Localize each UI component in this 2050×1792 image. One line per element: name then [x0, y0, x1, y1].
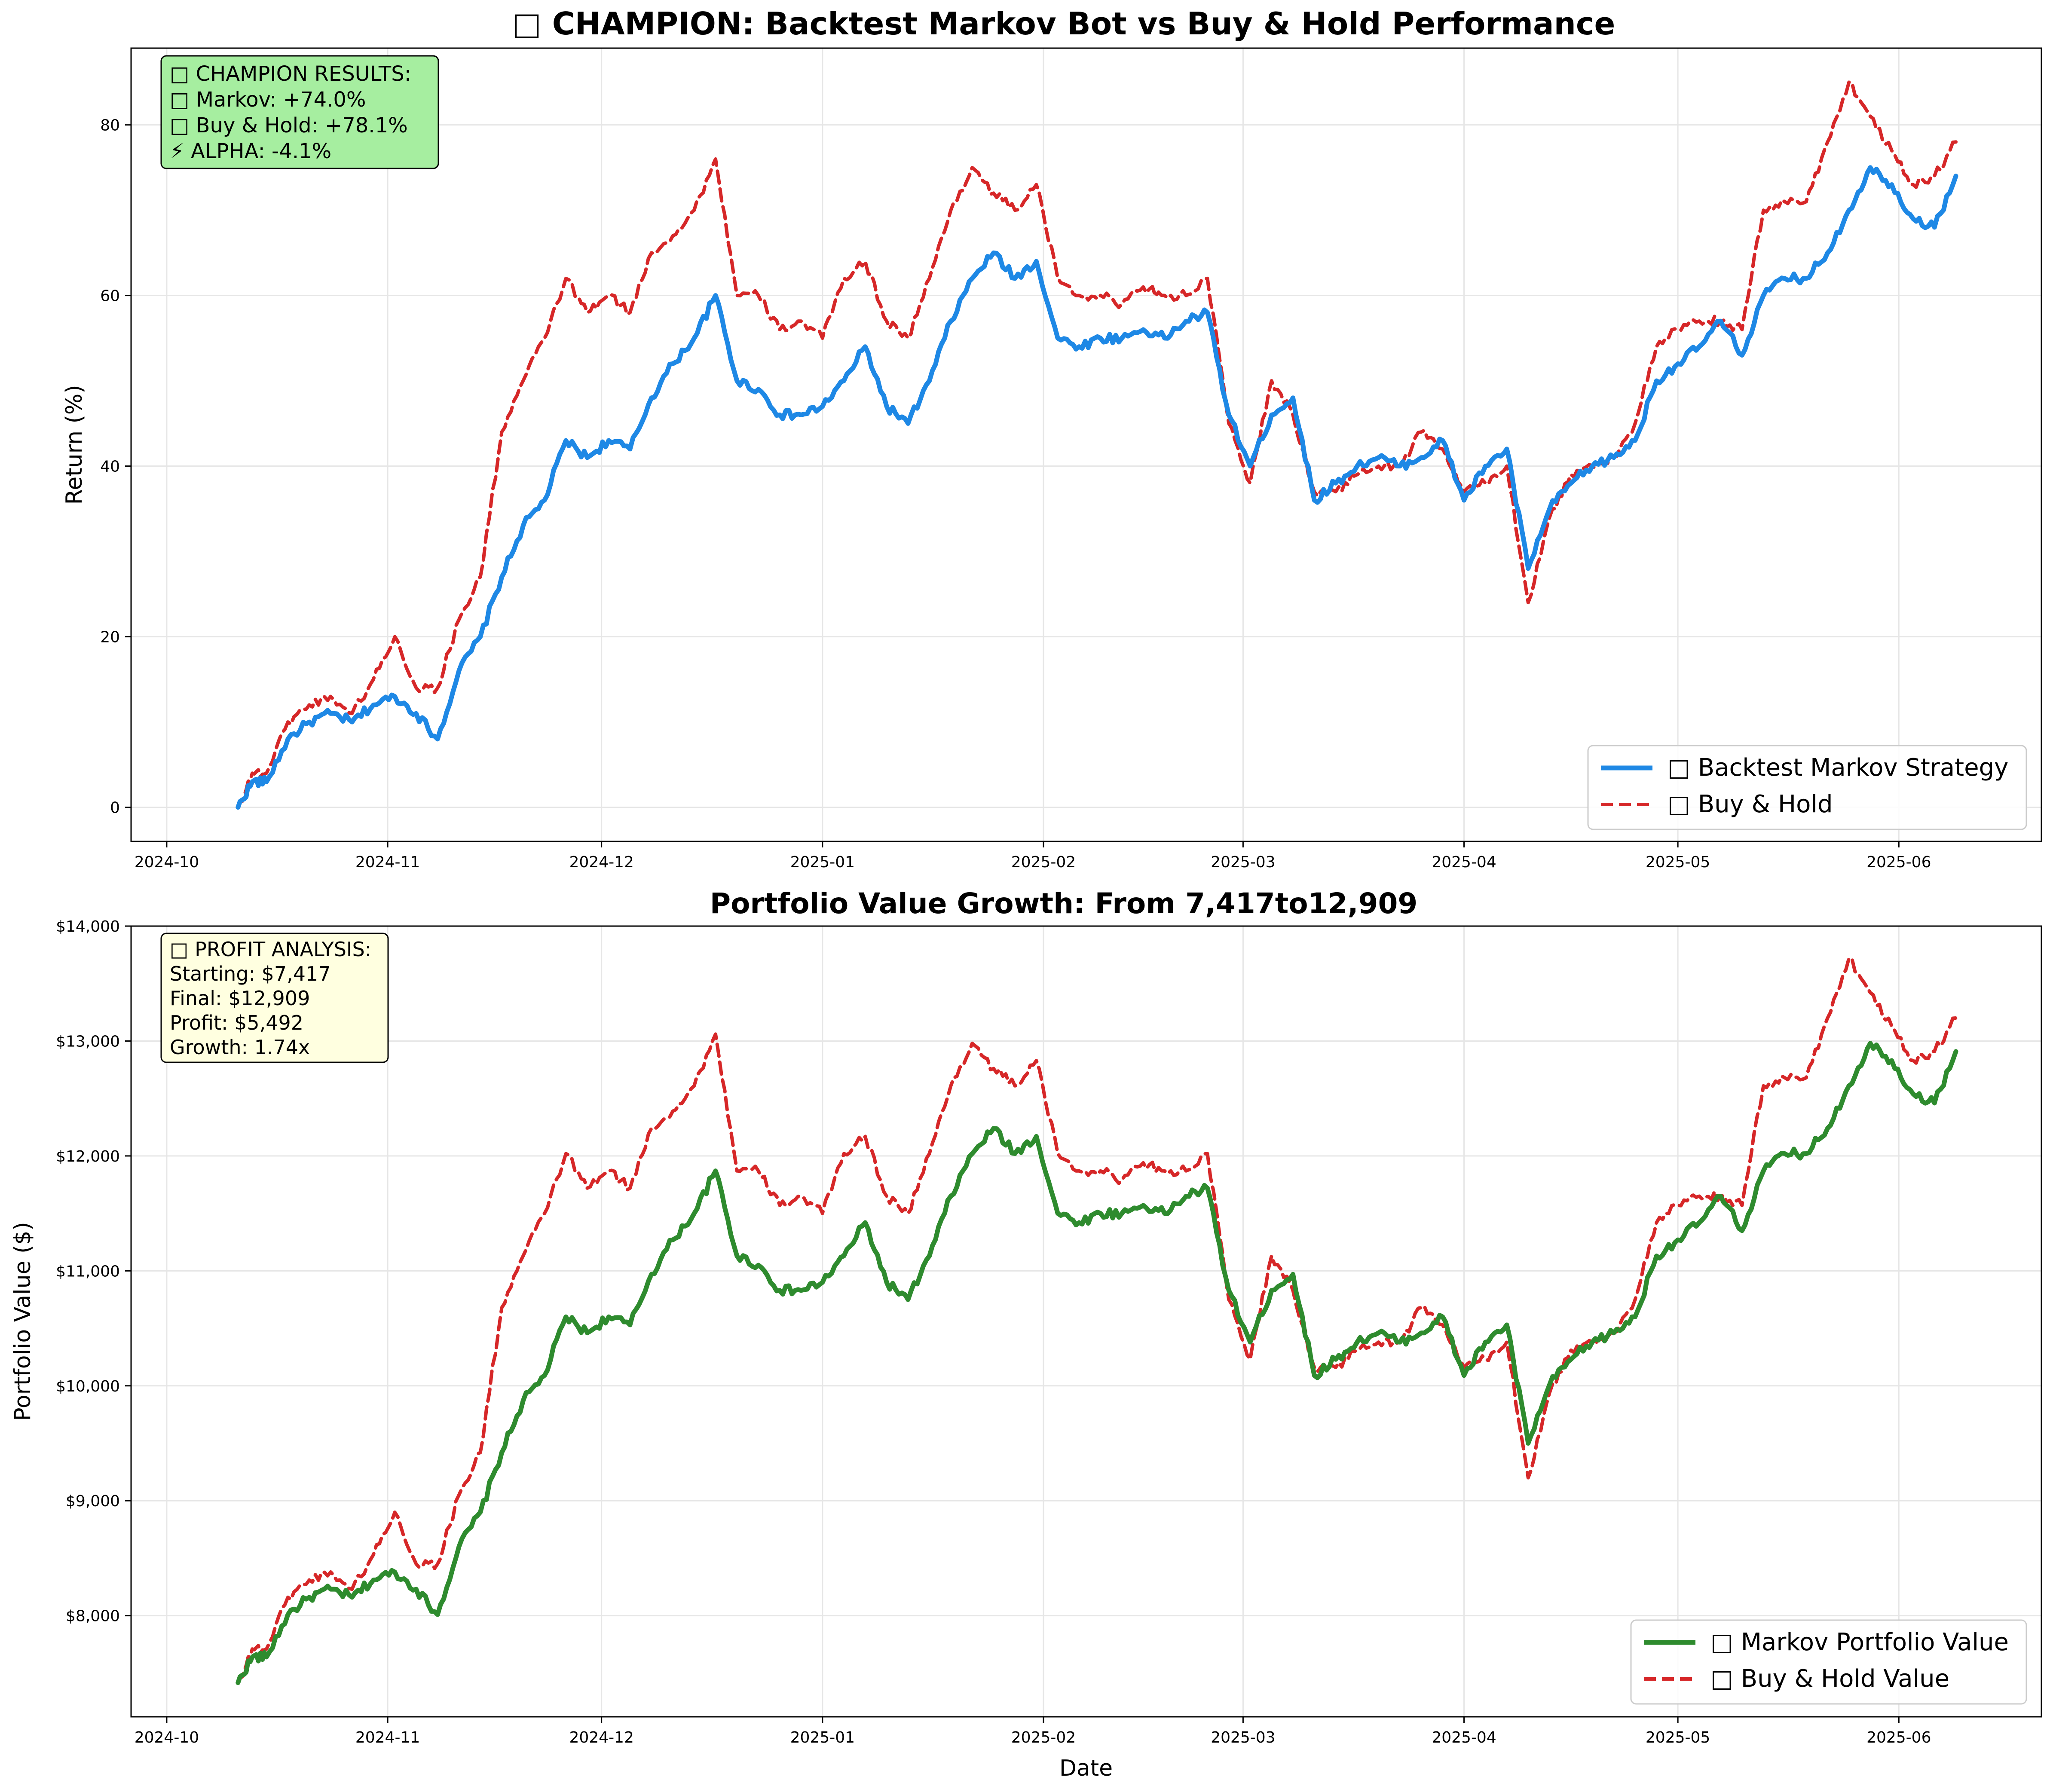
x-tick-label: 2025-02: [1011, 1729, 1076, 1746]
x-tick-label: 2024-12: [569, 853, 633, 871]
chart-title: Portfolio Value Growth: From 7,417to12,9…: [710, 887, 1418, 920]
legend-box: [1630, 1619, 2027, 1705]
series-layer: [236, 956, 1958, 1685]
legend-box: [1587, 745, 2027, 830]
legend-label-buy-hold: □ Buy & Hold: [1668, 790, 1833, 818]
y-tick-label: $9,000: [66, 1492, 120, 1510]
x-tick-label: 2025-06: [1866, 853, 1931, 871]
plot-frame: [130, 47, 2042, 842]
returns-chart: □ CHAMPION: Backtest Markov Bot vs Buy &…: [61, 6, 2042, 871]
markov-line: [236, 1041, 1958, 1685]
legend-label-markov: □ Markov Portfolio Value: [1710, 1628, 2009, 1656]
legend-label-markov: □ Backtest Markov Strategy: [1668, 754, 2008, 782]
y-tick-label: $12,000: [56, 1148, 120, 1165]
annotation-line: Final: $12,909: [170, 987, 310, 1010]
x-tick-label: 2025-05: [1646, 1729, 1710, 1746]
y-tick-label: $11,000: [56, 1263, 120, 1280]
annotation-line: Starting: $7,417: [170, 962, 331, 985]
x-tick-label: 2024-12: [569, 1729, 633, 1746]
results-annotation: □ CHAMPION RESULTS: □ Markov: +74.0% □ B…: [160, 55, 439, 169]
x-tick-label: 2024-11: [355, 853, 420, 871]
y-tick-label: 60: [100, 287, 120, 305]
legend-label-buy-hold: □ Buy & Hold Value: [1710, 1665, 1949, 1693]
x-tick-label: 2025-05: [1646, 853, 1710, 871]
y-tick-label: $8,000: [66, 1608, 120, 1625]
x-tick-label: 2024-10: [135, 1729, 199, 1746]
y-tick-label: 40: [100, 458, 120, 476]
annotation-line: □ CHAMPION RESULTS:: [170, 62, 411, 86]
y-tick-label: 20: [100, 629, 120, 646]
annotation-line: □ Buy & Hold: +78.1%: [170, 113, 408, 138]
buy-hold-line: [236, 956, 1958, 1685]
legend: □ Backtest Markov Strategy □ Buy & Hold: [1587, 745, 2027, 830]
tick-layer: 2024-10 2024-11 2024-12 2025-01 2025-02 2025-…: [56, 918, 1931, 1746]
plot-frame: [130, 925, 2042, 1718]
y-axis-label: Return (%): [61, 385, 87, 505]
annotation-box: [160, 933, 389, 1063]
x-tick-label: 2025-01: [790, 853, 855, 871]
annotation-line: □ PROFIT ANALYSIS:: [170, 938, 371, 961]
x-tick-label: 2025-01: [790, 1729, 855, 1746]
buy-hold-line: [236, 80, 1958, 809]
profit-annotation: □ PROFIT ANALYSIS: Starting: $7,417 Fina…: [160, 933, 389, 1063]
annotation-line: □ Markov: +74.0%: [170, 88, 366, 112]
x-tick-label: 2025-03: [1211, 853, 1275, 871]
x-tick-label: 2025-04: [1432, 853, 1496, 871]
annotation-line: Profit: $5,492: [170, 1011, 303, 1034]
y-tick-label: $14,000: [56, 918, 120, 936]
y-tick-label: $10,000: [56, 1378, 120, 1395]
annotation-box: [160, 55, 439, 169]
x-axis-label: Date: [1059, 1755, 1113, 1781]
annotation-line: Growth: 1.74x: [170, 1036, 310, 1059]
legend: □ Markov Portfolio Value □ Buy & Hold Va…: [1630, 1619, 2027, 1705]
x-tick-label: 2025-04: [1432, 1729, 1496, 1746]
x-tick-label: 2024-10: [135, 853, 199, 871]
x-tick-label: 2025-06: [1866, 1729, 1931, 1746]
y-tick-label: 0: [110, 799, 120, 817]
tick-layer: 2024-10 2024-11 2024-12 2025-01 2025-02 2025-…: [100, 117, 1931, 871]
x-tick-label: 2025-03: [1211, 1729, 1275, 1746]
y-tick-label: $13,000: [56, 1033, 120, 1050]
y-axis-label: Portfolio Value ($): [10, 1222, 36, 1421]
y-tick-label: 80: [100, 117, 120, 135]
markov-line: [236, 165, 1958, 810]
portfolio-chart: Portfolio Value Growth: From 7,417to12,9…: [10, 887, 2042, 1781]
annotation-line: ⚡ ALPHA: -4.1%: [170, 139, 331, 163]
x-tick-label: 2024-11: [355, 1729, 420, 1746]
x-tick-label: 2025-02: [1011, 853, 1076, 871]
series-layer: [236, 80, 1958, 810]
chart-title: □ CHAMPION: Backtest Markov Bot vs Buy &…: [512, 6, 1616, 42]
